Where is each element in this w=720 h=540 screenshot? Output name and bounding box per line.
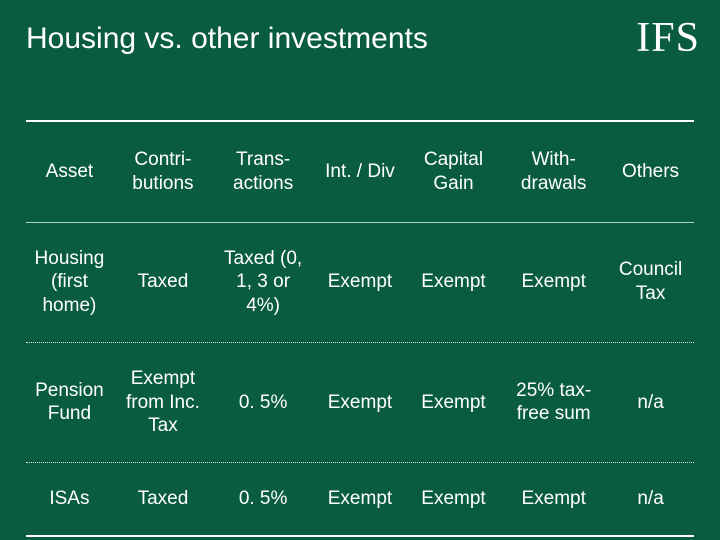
cell: Exempt from Inc. Tax [113, 343, 213, 462]
comparison-table: Asset Contri-butions Trans-actions Int. … [26, 122, 694, 222]
cell: Exempt [407, 223, 501, 342]
cell: ISAs [26, 463, 113, 535]
table-row: Housing (first home) Taxed Taxed (0, 1, … [26, 223, 694, 342]
page-title: Housing vs. other investments [26, 22, 428, 56]
cell: Taxed (0, 1, 3 or 4%) [213, 223, 313, 342]
col-header: Capital Gain [407, 122, 501, 222]
table-row: ISAs Taxed 0. 5% Exempt Exempt Exempt n/… [26, 463, 694, 535]
cell: Exempt [313, 223, 407, 342]
cell: n/a [607, 463, 694, 535]
cell: 25% tax-free sum [500, 343, 607, 462]
table-row: Pension Fund Exempt from Inc. Tax 0. 5% … [26, 343, 694, 462]
cell: Pension Fund [26, 343, 113, 462]
cell: Exempt [407, 343, 501, 462]
cell: 0. 5% [213, 343, 313, 462]
cell: Taxed [113, 223, 213, 342]
comparison-table-container: Asset Contri-butions Trans-actions Int. … [26, 120, 694, 537]
comparison-table-body: Housing (first home) Taxed Taxed (0, 1, … [26, 223, 694, 342]
col-header: Contri-butions [113, 122, 213, 222]
cell: 0. 5% [213, 463, 313, 535]
cell: Exempt [500, 463, 607, 535]
comparison-table-body: Pension Fund Exempt from Inc. Tax 0. 5% … [26, 343, 694, 462]
col-header: Asset [26, 122, 113, 222]
col-header: Int. / Div [313, 122, 407, 222]
ifs-logo: IFS [636, 14, 700, 62]
table-header-row: Asset Contri-butions Trans-actions Int. … [26, 122, 694, 222]
cell: Exempt [500, 223, 607, 342]
cell: Taxed [113, 463, 213, 535]
cell: Exempt [313, 343, 407, 462]
col-header: With-drawals [500, 122, 607, 222]
cell: Council Tax [607, 223, 694, 342]
cell: n/a [607, 343, 694, 462]
cell: Housing (first home) [26, 223, 113, 342]
cell: Exempt [407, 463, 501, 535]
table-bottom-rule [26, 535, 694, 537]
col-header: Trans-actions [213, 122, 313, 222]
col-header: Others [607, 122, 694, 222]
cell: Exempt [313, 463, 407, 535]
comparison-table-body: ISAs Taxed 0. 5% Exempt Exempt Exempt n/… [26, 463, 694, 535]
